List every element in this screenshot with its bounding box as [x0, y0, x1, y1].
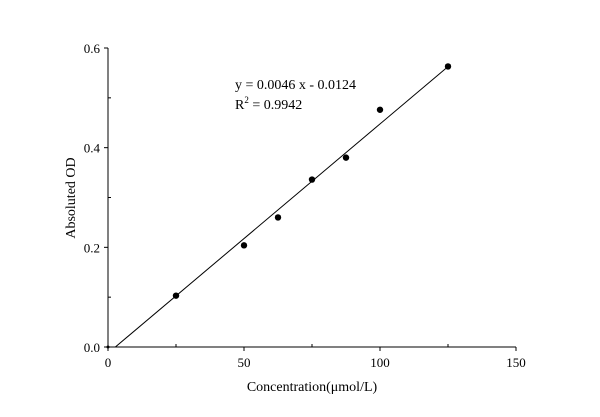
y-tick-label: 0.4 — [84, 141, 101, 156]
x-tick-label: 150 — [506, 355, 526, 370]
x-axis-label: Concentration(μmol/L) — [247, 380, 378, 395]
fit-line — [115, 66, 449, 348]
x-tick-label: 50 — [238, 355, 251, 370]
x-tick-label: 0 — [105, 355, 112, 370]
data-point — [444, 63, 452, 70]
marks — [106, 63, 452, 349]
axes: 0 50 100 150 0.0 0.2 0.4 0.6 — [84, 41, 526, 370]
data-point — [240, 242, 248, 249]
data-point — [274, 214, 282, 221]
data-point — [308, 176, 316, 183]
y-axis-label: Absoluted OD — [64, 157, 79, 238]
r-squared-label: R2 = 0.9942 — [235, 95, 302, 113]
data-point — [172, 292, 180, 299]
data-point — [376, 106, 384, 113]
y-tick-label: 0.6 — [84, 41, 101, 56]
y-tick-label: 0.0 — [84, 340, 100, 355]
data-point — [342, 154, 350, 161]
equation-label: y = 0.0046 x - 0.0124 — [235, 78, 356, 93]
x-tick-label: 100 — [370, 355, 390, 370]
y-tick-label: 0.2 — [84, 240, 100, 255]
data-point — [106, 345, 110, 349]
